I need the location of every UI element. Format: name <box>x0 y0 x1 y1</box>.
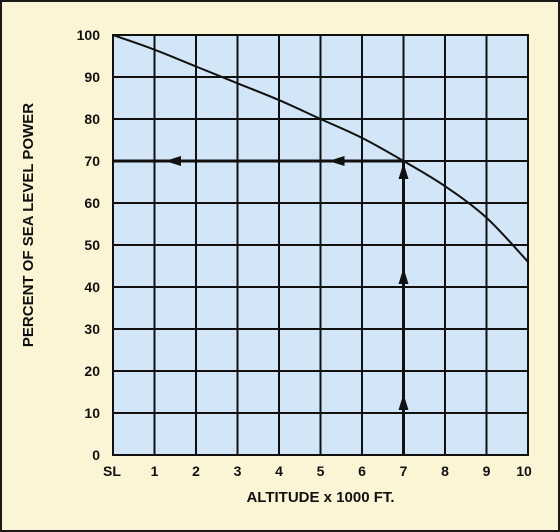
power-curve <box>112 34 529 263</box>
y-tick-label: 100 <box>77 27 101 43</box>
x-tick-label: 1 <box>151 463 159 479</box>
y-tick-label: 30 <box>84 321 100 337</box>
x-tick-label: 9 <box>483 463 491 479</box>
x-tick-label: 3 <box>234 463 242 479</box>
arrow-left-icon <box>165 156 181 166</box>
x-axis-title: ALTITUDE x 1000 FT. <box>246 489 394 506</box>
y-tick-label: 60 <box>84 195 100 211</box>
x-tick-label: 8 <box>441 463 449 479</box>
y-tick-label: 80 <box>84 111 100 127</box>
reading-example <box>113 156 409 455</box>
y-tick-label: 90 <box>84 69 100 85</box>
arrow-left-icon <box>328 156 345 166</box>
x-tick-label: 10 <box>516 463 532 479</box>
arrow-up-icon <box>398 268 409 284</box>
x-tick-labels: SL 1 2 3 4 5 6 7 8 9 10 <box>103 463 532 479</box>
x-tick-label: 5 <box>317 463 325 479</box>
y-axis-title: PERCENT OF SEA LEVEL POWER <box>20 103 37 347</box>
y-tick-label: 10 <box>84 405 100 421</box>
grid-lines <box>112 34 529 456</box>
y-tick-label: 20 <box>84 363 100 379</box>
arrow-up-icon <box>398 394 409 410</box>
y-tick-label: 0 <box>92 447 100 463</box>
y-tick-label: 50 <box>84 237 100 253</box>
y-tick-label: 40 <box>84 279 100 295</box>
y-tick-label: 70 <box>84 153 100 169</box>
x-tick-label: 7 <box>400 463 408 479</box>
x-tick-label: 6 <box>358 463 366 479</box>
x-tick-label: SL <box>103 463 121 479</box>
x-tick-label: 2 <box>192 463 200 479</box>
arrow-up-icon <box>398 163 409 179</box>
x-tick-label: 4 <box>275 463 283 479</box>
y-tick-labels: 0 10 20 30 40 50 60 70 80 90 100 <box>77 27 101 463</box>
